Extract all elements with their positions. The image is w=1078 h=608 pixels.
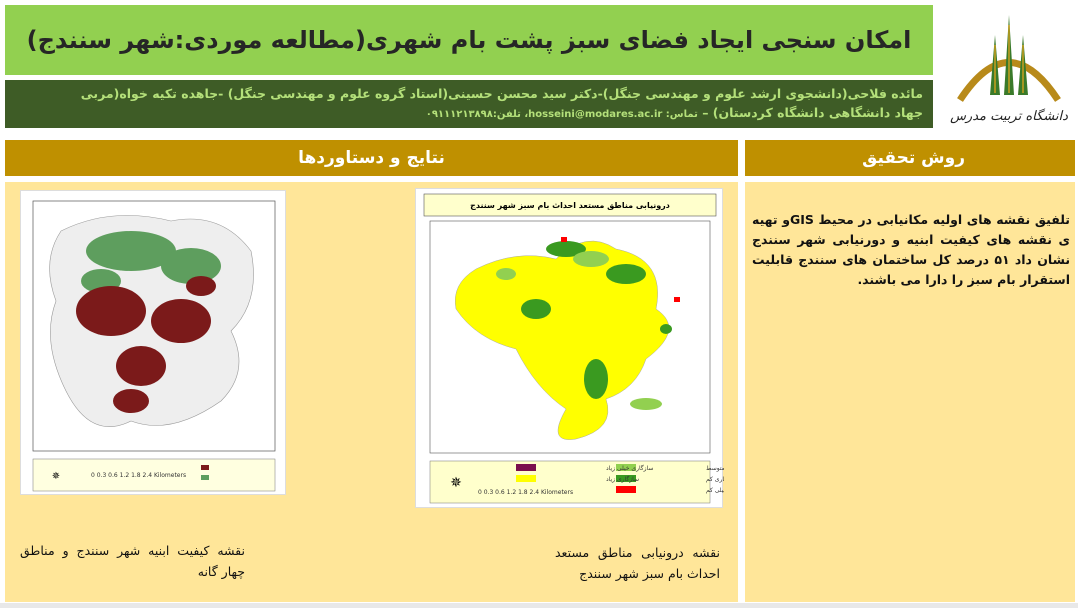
green-roof-interpolation-map: درونیابی مناطق مستعد احداث بام سبز شهر س… xyxy=(415,188,751,508)
method-panel xyxy=(745,182,1075,602)
legend-label: سازگاری خیلی کم xyxy=(706,486,724,494)
section-header-results: نتایج و دستاوردها xyxy=(5,140,738,176)
map2-caption: نقشه درونیابی مناطق مستعد احداث بام سبز … xyxy=(555,545,720,581)
map1-caption: نقشه کیفیت ابنیه شهر سنندج و مناطق چهار … xyxy=(20,543,245,579)
svg-text:دانشگاه تربیت مدرس: دانشگاه تربیت مدرس xyxy=(950,108,1068,124)
map1-scale: 0 0.3 0.6 1.2 1.8 2.4 Kilometers xyxy=(91,472,186,479)
legend-label: سازگاری زیاد xyxy=(606,475,639,483)
svg-text:✵: ✵ xyxy=(52,471,60,482)
legend-label: سازگاری کم xyxy=(706,475,724,483)
legend-swatch xyxy=(516,475,536,482)
section-header-method: روش تحقیق xyxy=(745,140,1075,176)
map2-scale: 0 0.3 0.6 1.2 1.8 2.4 Kilometers xyxy=(478,489,573,496)
legend-swatch xyxy=(616,475,636,482)
authors-line-1: مائده فلاحی(دانشجوی ارشد علوم و مهندسی ج… xyxy=(80,86,923,101)
poster-title: امکان سنجی ایجاد فضای سبز پشت بام شهری(م… xyxy=(5,5,933,75)
authors-line-2: جهاد دانشگاهی دانشگاه کردستان) – xyxy=(702,105,923,120)
legend-label: سازگاری خیلی زیاد xyxy=(606,464,653,472)
legend-swatch xyxy=(616,486,636,493)
contact-info: تماس: hosseini@modares.ac.ir، تلفن:۰۹۱۱۱… xyxy=(425,109,698,120)
method-text: تلفیق نقشه های اولیه مکانیابی در محیط GI… xyxy=(752,212,1071,287)
authors-bar: مائده فلاحی(دانشجوی ارشد علوم و مهندسی ج… xyxy=(5,80,933,128)
legend-swatch xyxy=(516,464,536,471)
bottom-strip xyxy=(0,603,1078,608)
map2-title: درونیابی مناطق مستعد احداث بام سبز شهر س… xyxy=(470,201,670,210)
svg-text:✵: ✵ xyxy=(450,475,462,491)
legend-swatch xyxy=(616,464,636,471)
legend-label: سازگاری متوسط xyxy=(706,464,724,472)
building-quality-map: ✵ 0 0.3 0.6 1.2 1.8 2.4 Kilometers xyxy=(20,190,286,495)
university-logo: دانشگاه تربیت مدرس xyxy=(945,5,1073,127)
